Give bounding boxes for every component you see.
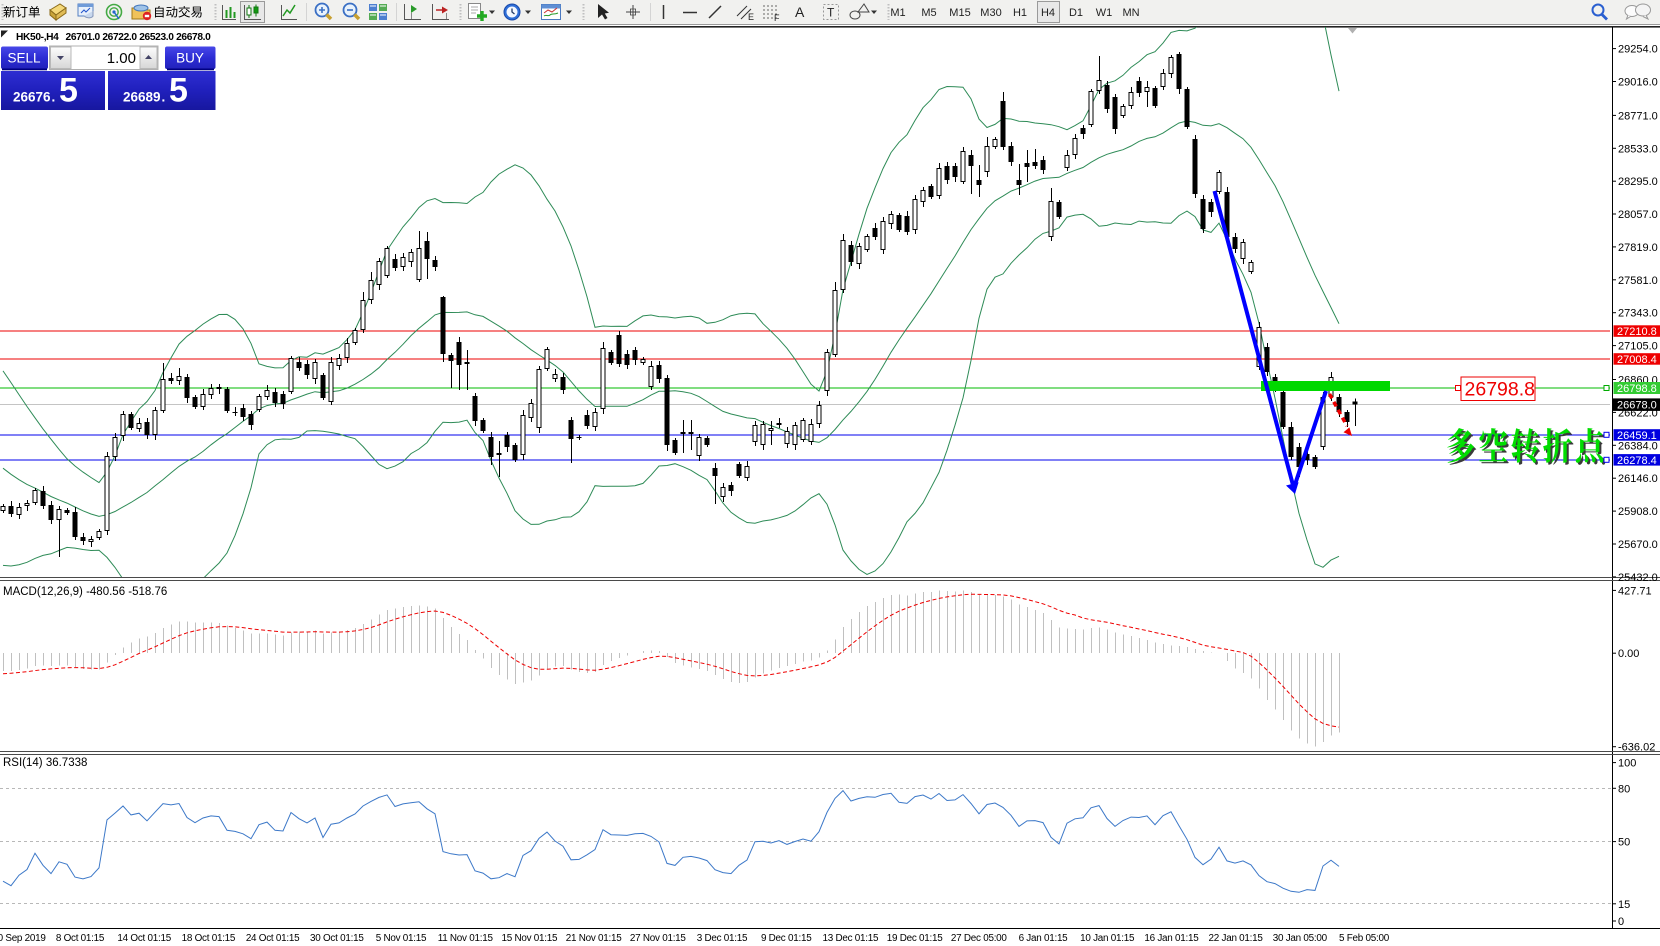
svg-text:5: 5 [59,72,78,110]
svg-text:H4: H4 [1041,7,1055,19]
svg-text:26459.1: 26459.1 [1617,430,1657,442]
svg-text:0.00: 0.00 [1618,648,1639,660]
svg-text:100: 100 [1618,758,1636,770]
svg-text:BUY: BUY [176,51,204,66]
svg-text:RSI(14) 36.7338: RSI(14) 36.7338 [3,757,87,769]
svg-text:5 Feb 05:00: 5 Feb 05:00 [1339,933,1390,944]
svg-text:27008.4: 27008.4 [1617,354,1657,366]
svg-text:15 Nov 01:15: 15 Nov 01:15 [502,933,559,944]
svg-text:H1: H1 [1013,7,1027,19]
svg-text:25908.0: 25908.0 [1618,506,1658,518]
svg-text:5 Nov 01:15: 5 Nov 01:15 [376,933,427,944]
svg-text:19 Dec 01:15: 19 Dec 01:15 [887,933,944,944]
svg-text:D1: D1 [1069,7,1083,19]
svg-text:24 Oct 01:15: 24 Oct 01:15 [246,933,300,944]
svg-text:MACD(12,26,9) -480.56 -518.76: MACD(12,26,9) -480.56 -518.76 [3,586,167,598]
svg-text:T: T [827,6,835,20]
svg-text:50: 50 [1618,837,1630,849]
svg-text:30 Jan 05:00: 30 Jan 05:00 [1273,933,1328,944]
svg-text:30 Oct 01:15: 30 Oct 01:15 [310,933,364,944]
svg-text:8 Oct 01:15: 8 Oct 01:15 [56,933,105,944]
svg-text:29016.0: 29016.0 [1618,77,1658,89]
svg-text:.: . [162,90,166,105]
svg-text:-636.02: -636.02 [1618,742,1655,754]
svg-text:26798.8: 26798.8 [1617,383,1657,395]
svg-text:E: E [748,12,754,22]
svg-text:27343.0: 27343.0 [1618,308,1658,320]
svg-text:30 Sep 2019: 30 Sep 2019 [0,933,46,944]
svg-text:14 Oct 01:15: 14 Oct 01:15 [117,933,171,944]
svg-text:M30: M30 [980,7,1001,19]
svg-text:.: . [52,90,56,105]
svg-text:MN: MN [1122,7,1139,19]
svg-text:F: F [774,13,780,23]
svg-text:11 Nov 01:15: 11 Nov 01:15 [438,933,494,944]
svg-text:25432.0: 25432.0 [1618,572,1658,584]
svg-text:27210.8: 27210.8 [1617,326,1657,338]
svg-text:26689: 26689 [123,90,161,105]
svg-text:22 Jan 01:15: 22 Jan 01:15 [1209,933,1264,944]
svg-text:16 Jan 01:15: 16 Jan 01:15 [1144,933,1199,944]
svg-text:26384.0: 26384.0 [1618,440,1658,452]
svg-text:W1: W1 [1096,7,1113,19]
svg-text:27105.0: 27105.0 [1618,341,1658,353]
svg-text:10 Jan 01:15: 10 Jan 01:15 [1080,933,1135,944]
svg-text:28771.0: 28771.0 [1618,110,1658,122]
svg-text:6 Jan 01:15: 6 Jan 01:15 [1019,933,1069,944]
svg-text:26146.0: 26146.0 [1618,473,1658,485]
svg-text:427.71: 427.71 [1618,585,1652,597]
svg-text:27819.0: 27819.0 [1618,242,1658,254]
svg-text:18 Oct 01:15: 18 Oct 01:15 [182,933,236,944]
svg-text:5: 5 [169,72,188,110]
svg-text:M1: M1 [890,7,905,19]
svg-text:27581.0: 27581.0 [1618,275,1658,287]
svg-text:26798.8: 26798.8 [1465,379,1536,401]
svg-text:28295.0: 28295.0 [1618,176,1658,188]
svg-text:27 Dec 05:00: 27 Dec 05:00 [951,933,1008,944]
svg-text:M5: M5 [921,7,936,19]
svg-text:27 Nov 01:15: 27 Nov 01:15 [630,933,687,944]
svg-text:21 Nov 01:15: 21 Nov 01:15 [566,933,623,944]
svg-text:9 Dec 01:15: 9 Dec 01:15 [761,933,812,944]
svg-text:29254.0: 29254.0 [1618,44,1658,56]
svg-text:28533.0: 28533.0 [1618,143,1658,155]
svg-text:28057.0: 28057.0 [1618,209,1658,221]
svg-text:3 Dec 01:15: 3 Dec 01:15 [697,933,748,944]
svg-text:13 Dec 01:15: 13 Dec 01:15 [823,933,880,944]
svg-text:0: 0 [1618,916,1624,928]
svg-text:26278.4: 26278.4 [1617,455,1657,467]
svg-text:15: 15 [1618,899,1630,911]
svg-text:SELL: SELL [7,51,41,66]
svg-text:1.00: 1.00 [107,50,136,67]
svg-text:26676: 26676 [13,90,51,105]
svg-text:A: A [795,4,805,20]
svg-text:26678.0: 26678.0 [1617,400,1657,412]
svg-text:M15: M15 [949,7,970,19]
svg-text:25670.0: 25670.0 [1618,539,1658,551]
svg-text:80: 80 [1618,783,1630,795]
